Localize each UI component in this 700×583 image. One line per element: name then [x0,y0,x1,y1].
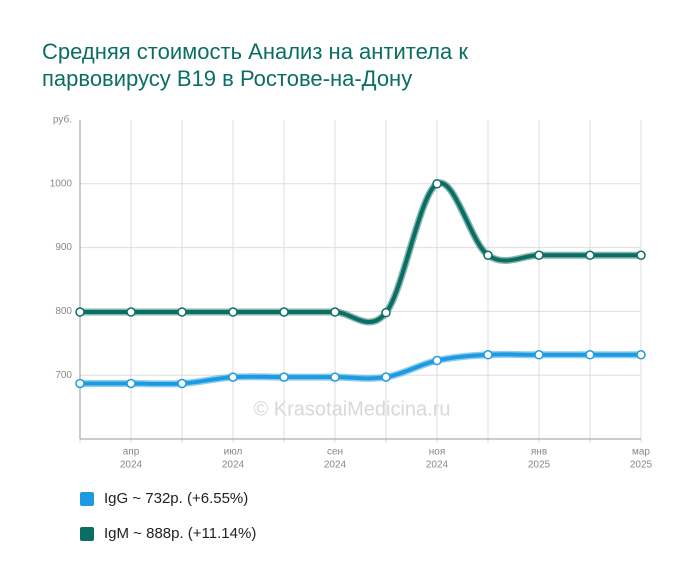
data-point [330,372,340,382]
data-point [228,307,238,317]
y-tick-label: 1000 [50,178,73,189]
data-point [75,307,85,317]
y-tick-label: 800 [55,306,72,317]
x-tick-year: 2024 [324,460,347,471]
x-tick-label: ноя [429,447,446,458]
y-tick-label: 700 [55,370,72,381]
data-point [585,250,595,261]
legend-label: IgM ~ 888р. (+11.14%) [104,525,256,542]
data-point [534,350,544,360]
data-point [126,378,136,389]
data-point [432,179,442,189]
data-point [381,372,391,382]
data-point [636,250,646,261]
data-point [432,355,442,366]
watermark: © KrasotaiMedicina.ru [253,398,450,420]
data-point [279,372,289,382]
data-point [483,250,493,261]
data-point [177,307,187,317]
data-point [534,250,544,261]
legend-swatch [80,492,94,506]
chart-title: Средняя стоимость Анализ на антитела к п… [42,39,468,91]
data-point [75,378,85,389]
x-tick-label: янв [531,447,547,458]
data-point [585,350,595,360]
x-tick-year: 2024 [426,460,449,471]
data-point [636,350,646,360]
x-tick-label: мар [632,447,650,458]
y-tick-label: руб. [53,114,72,126]
data-point [483,350,493,360]
data-point [279,307,289,317]
x-tick-year: 2025 [528,460,551,471]
data-point [126,307,136,317]
y-tick-label: 900 [55,242,72,253]
series-line [80,352,641,386]
x-tick-year: 2024 [120,460,143,471]
data-point [177,378,187,389]
data-point [381,307,391,318]
x-tick-label: сен [327,447,343,458]
series-line-outline [79,179,641,326]
x-tick-label: апр [123,447,140,458]
data-point [228,372,238,382]
legend-swatch [80,527,94,541]
data-point [330,307,340,317]
legend-label: IgG ~ 732р. (+6.55%) [104,490,248,507]
x-tick-year: 2025 [630,460,653,471]
x-tick-label: июл [224,447,243,458]
x-tick-year: 2024 [222,460,245,471]
